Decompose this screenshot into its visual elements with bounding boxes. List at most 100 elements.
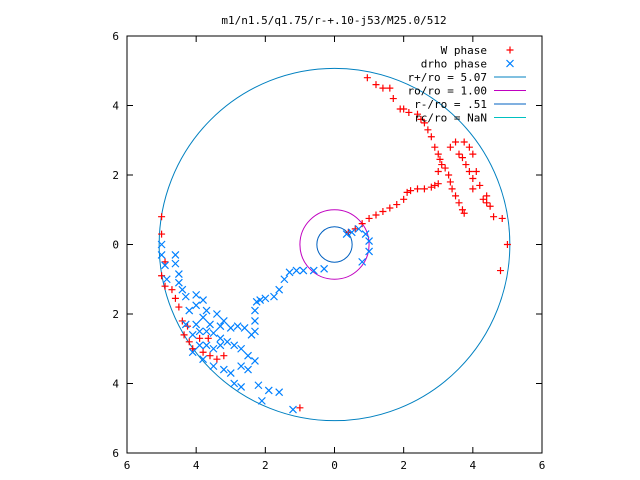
drho-phase-point: [216, 341, 225, 350]
w-phase-point: [417, 115, 425, 123]
y-tick-label: 4: [112, 378, 119, 391]
w-phase-point: [462, 161, 470, 169]
w-phase-point: [400, 195, 408, 203]
w-phase-point: [427, 183, 435, 191]
drho-phase-point: [219, 317, 228, 325]
drho-phase-point: [199, 296, 208, 305]
w-phase-point: [185, 338, 193, 346]
drho-phase-point: [192, 301, 201, 310]
drho-phase-point: [199, 355, 208, 364]
circle-r-: [316, 226, 353, 263]
drho-phase-point: [178, 285, 187, 294]
w-phase-point: [296, 404, 304, 412]
w-phase-point: [204, 334, 212, 342]
w-phase-point: [206, 352, 214, 360]
w-phase-point: [458, 206, 466, 214]
drho-phase-point: [162, 275, 171, 284]
w-phase-point: [441, 164, 449, 172]
w-phase-point: [434, 180, 442, 188]
legend-label: r+/ro = 5.07: [408, 71, 487, 84]
w-phase-point: [372, 211, 380, 219]
drho-phase-point: [161, 261, 169, 270]
circle-ro: [299, 209, 370, 280]
drho-phase-point: [264, 386, 273, 395]
w-phase-point: [446, 178, 454, 186]
w-phase-point: [389, 95, 397, 103]
w-phase-point: [434, 168, 442, 176]
drho-phase-point: [206, 320, 214, 329]
drho-phase-point: [342, 230, 351, 238]
w-phase-point: [452, 192, 460, 200]
w-phase-point: [431, 181, 439, 189]
drho-phase-point: [270, 292, 278, 301]
w-phase-point: [405, 108, 413, 116]
drho-phase-point: [195, 327, 204, 336]
drho-phase-point: [285, 268, 294, 277]
drho-phase-point: [275, 285, 284, 294]
drho-phase-point: [188, 330, 197, 339]
w-phase-point: [452, 138, 460, 146]
w-phase-point: [465, 168, 473, 176]
drho-phase-point: [219, 365, 228, 374]
drho-phase-point: [226, 369, 235, 377]
x-tick-label: 2: [262, 459, 269, 472]
drho-phase-point: [171, 259, 180, 268]
drho-phase-point: [174, 278, 183, 287]
drho-phase-point: [237, 383, 246, 391]
w-phase-point: [490, 213, 498, 221]
w-phase-point: [365, 214, 373, 222]
drho-phase-point: [157, 240, 166, 249]
drho-phase-point: [244, 351, 252, 360]
w-phase-point: [434, 150, 442, 158]
legend-marker: [506, 46, 514, 54]
w-phase-point: [486, 202, 494, 210]
drho-phase-point: [251, 317, 259, 325]
w-phase-point: [479, 195, 487, 203]
w-phase-point: [469, 174, 477, 182]
w-phase-point: [420, 185, 428, 193]
w-phase-point: [379, 84, 387, 92]
w-phase-point: [393, 201, 401, 209]
w-phase-point: [420, 119, 428, 127]
w-phase-point: [497, 267, 504, 275]
y-tick-label: 6: [112, 447, 119, 460]
drho-phase-point: [199, 313, 208, 322]
w-phase-point: [503, 241, 511, 248]
drho-phase-point: [212, 310, 221, 318]
w-phase-point: [472, 168, 480, 176]
drho-phase-point: [292, 266, 301, 275]
w-phase-point: [460, 138, 468, 146]
w-phase-point: [414, 185, 421, 193]
w-phase-point: [363, 74, 371, 82]
drho-phase-point: [192, 320, 201, 329]
w-phase-point: [469, 185, 477, 193]
w-phase-point: [386, 84, 394, 92]
drho-phase-point: [157, 251, 166, 259]
w-phase-point: [220, 352, 228, 360]
drho-phase-point: [209, 362, 218, 371]
drho-phase-point: [299, 266, 308, 275]
y-tick-label: 2: [112, 308, 119, 321]
w-phase-point: [161, 282, 169, 290]
legend-label: W phase: [441, 44, 487, 57]
x-tick-label: 6: [124, 459, 131, 472]
drho-phase-point: [261, 294, 270, 303]
w-phase-point: [414, 110, 421, 118]
legend-label: ro/ro = 1.00: [408, 85, 487, 98]
drho-phase-point: [247, 330, 256, 339]
drho-phase-point: [174, 270, 183, 278]
w-phase-point: [189, 345, 197, 353]
drho-phase-point: [209, 344, 218, 353]
x-tick-label: 4: [470, 459, 477, 472]
w-phase-point: [446, 143, 454, 151]
drho-phase-point: [181, 320, 190, 329]
drho-phase-point: [257, 396, 266, 405]
drho-phase-point: [354, 224, 363, 233]
w-phase-point: [175, 303, 183, 311]
drho-phase-point: [202, 341, 211, 350]
w-phase-point: [448, 185, 456, 193]
w-phase-point: [483, 192, 491, 200]
w-phase-point: [455, 150, 463, 158]
